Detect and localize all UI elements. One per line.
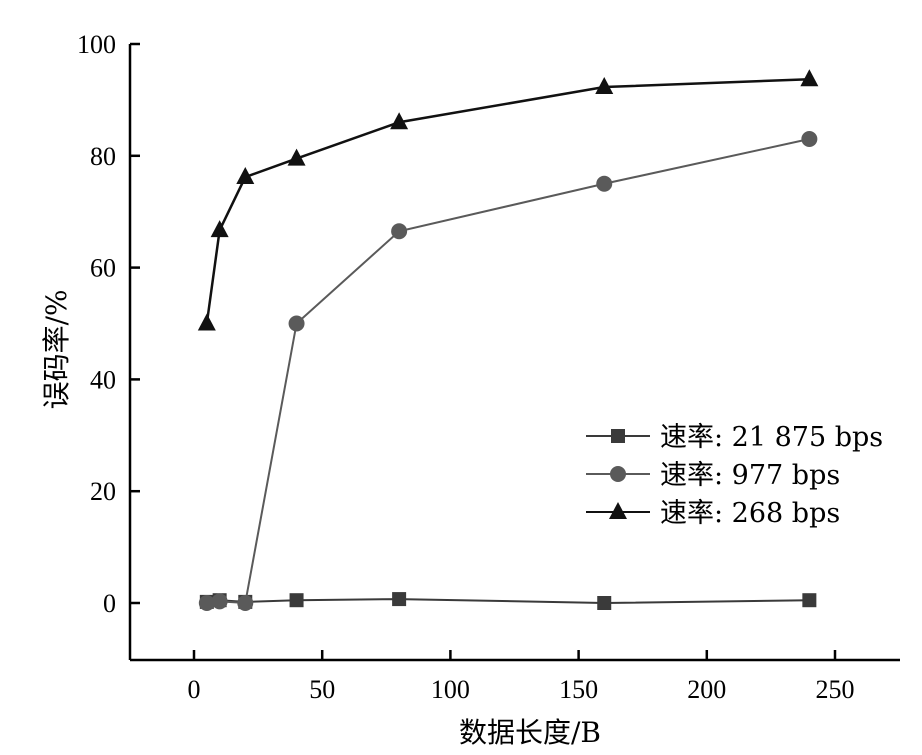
- data-point: [802, 593, 817, 608]
- y-tick-label: 40: [90, 365, 116, 394]
- data-point: [391, 223, 408, 240]
- data-point: [288, 315, 305, 332]
- y-tick-label: 60: [90, 254, 116, 283]
- series-triangle: [197, 69, 819, 331]
- x-tick-label: 0: [188, 675, 201, 704]
- x-tick-label: 50: [309, 675, 335, 704]
- data-point: [289, 593, 304, 608]
- legend-label: 速率: 977 bps: [660, 460, 840, 491]
- series-layer: [197, 69, 819, 611]
- x-axis-label: 数据长度/B: [459, 716, 601, 749]
- data-point: [597, 596, 612, 610]
- y-axis-label: 误码率/%: [40, 289, 73, 409]
- data-point: [287, 148, 306, 166]
- x-tick-label: 200: [687, 675, 726, 704]
- legend-marker: [610, 466, 626, 482]
- series-line: [205, 77, 810, 324]
- axes: 0 50 100 150 200 250 0 20 40 60 80 100: [77, 30, 900, 704]
- y-tick-label: 0: [103, 589, 116, 618]
- data-point: [211, 593, 228, 610]
- series-line: [206, 138, 810, 605]
- data-point: [236, 167, 255, 185]
- data-point: [800, 69, 819, 87]
- x-tick-label: 150: [559, 675, 598, 704]
- legend: 速率: 21 875 bps 速率: 977 bps 速率: 268 bps: [586, 422, 883, 529]
- y-tick-label: 100: [77, 30, 116, 59]
- x-tick-label: 250: [816, 675, 855, 704]
- legend-item: 速率: 21 875 bps: [586, 422, 883, 453]
- y-tick-label: 20: [90, 477, 116, 506]
- legend-marker: [609, 502, 627, 519]
- data-point: [198, 595, 215, 611]
- legend-label: 速率: 21 875 bps: [660, 422, 883, 453]
- data-point: [237, 595, 254, 611]
- data-point: [801, 131, 818, 148]
- legend-label: 速率: 268 bps: [660, 498, 840, 529]
- y-tick-label: 80: [90, 142, 116, 171]
- series-circle: [198, 131, 818, 611]
- legend-item: 速率: 268 bps: [586, 498, 840, 529]
- data-point: [392, 592, 407, 607]
- data-point: [595, 77, 614, 95]
- data-point: [596, 175, 613, 192]
- legend-item: 速率: 977 bps: [586, 460, 840, 491]
- data-point: [197, 313, 216, 331]
- legend-marker: [611, 429, 625, 443]
- data-point: [210, 220, 229, 238]
- x-tick-label: 100: [431, 675, 470, 704]
- data-point: [390, 112, 409, 130]
- series-square: [199, 592, 817, 610]
